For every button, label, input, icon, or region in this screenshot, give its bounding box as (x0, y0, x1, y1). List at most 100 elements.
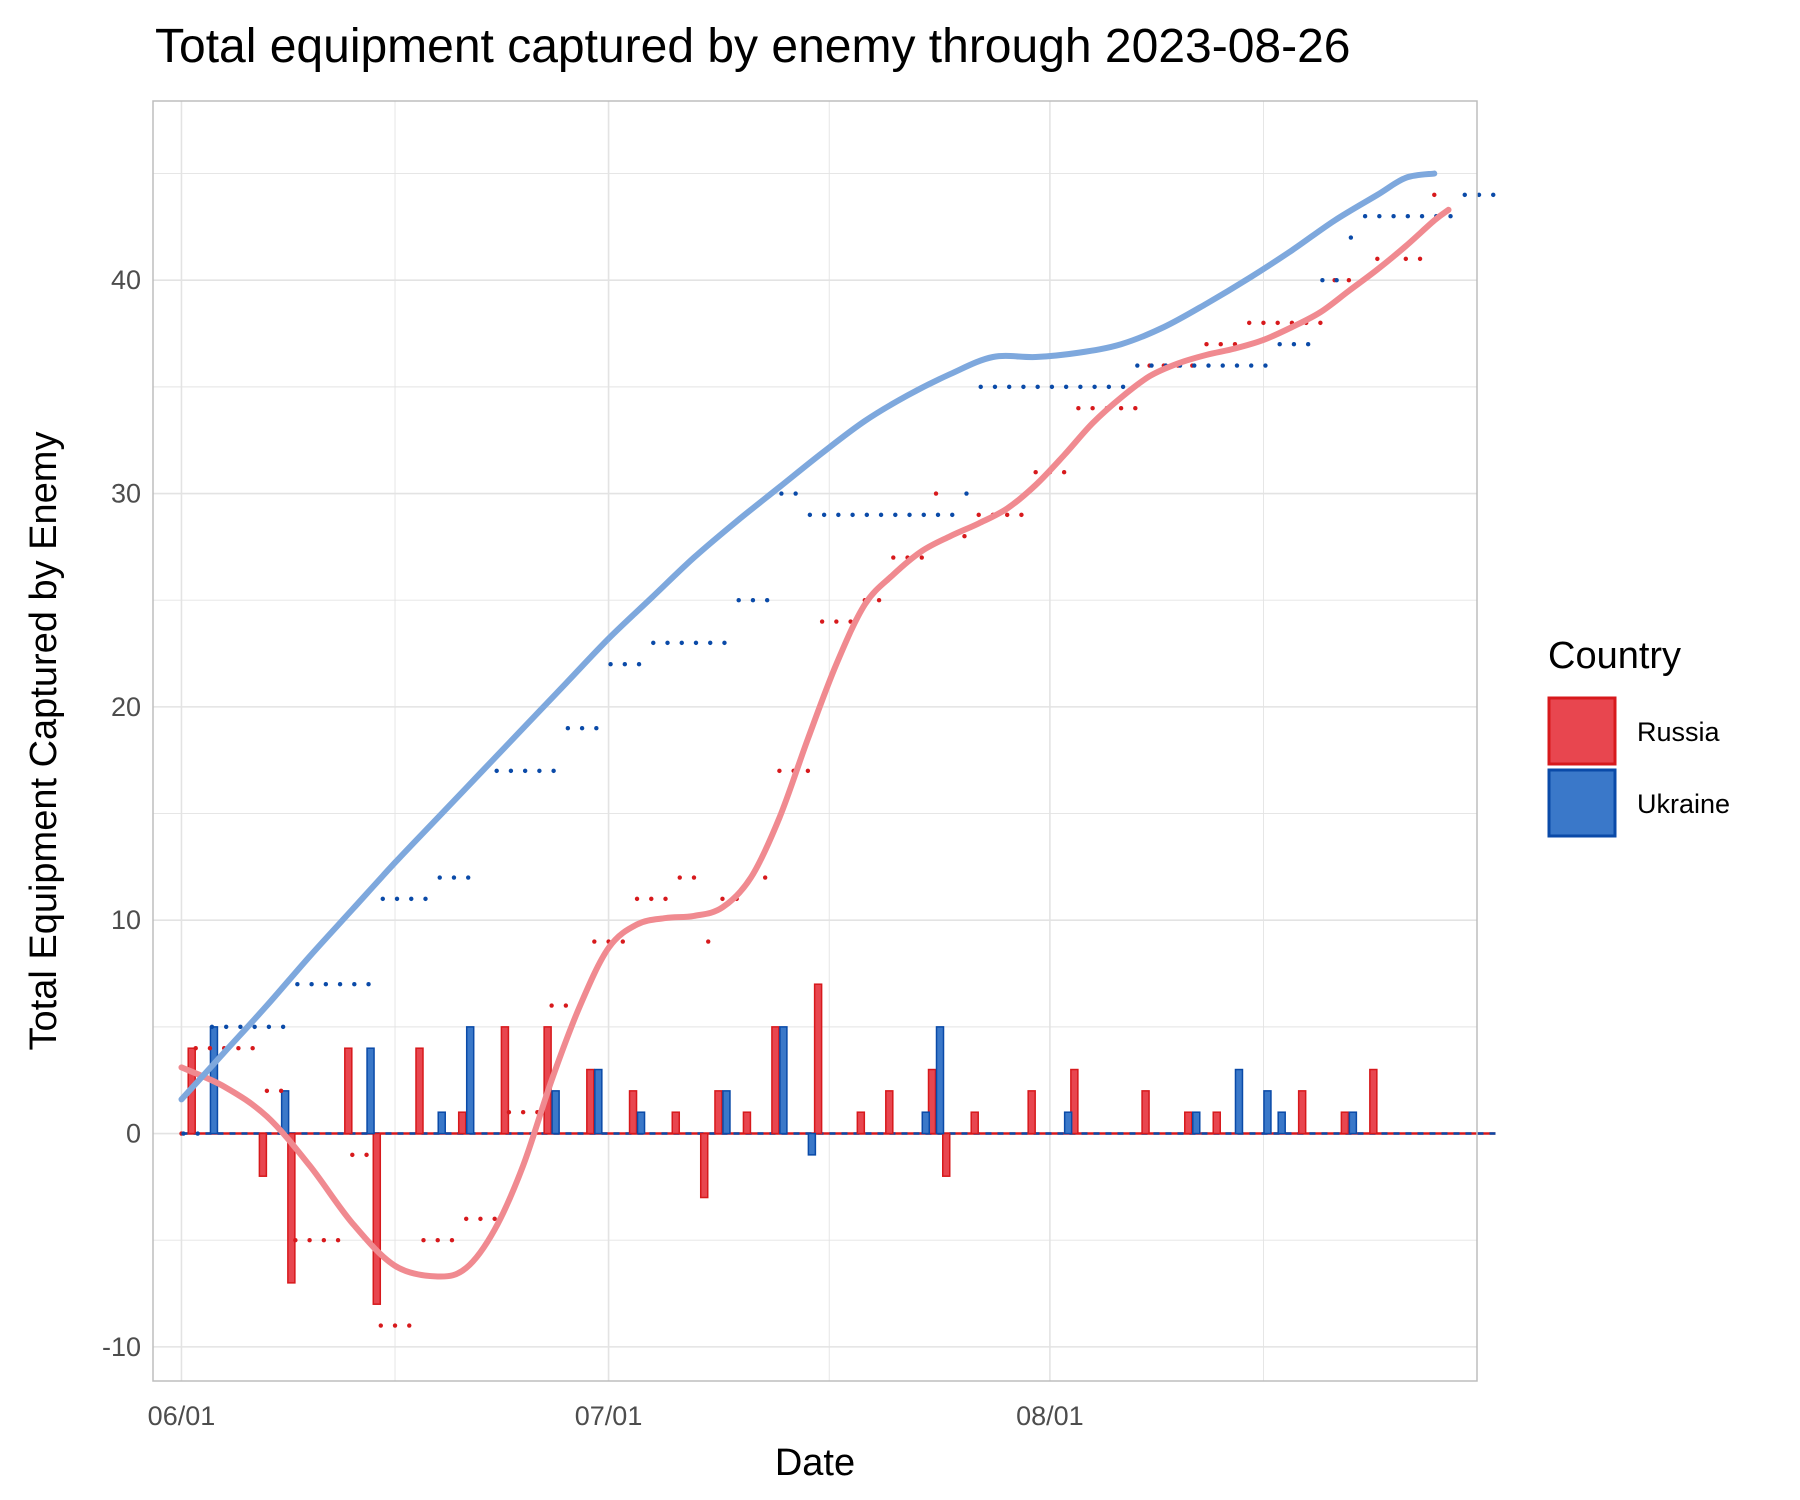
cumulative-point-ukraine (1206, 363, 1211, 368)
cumulative-point-ukraine (380, 896, 385, 902)
cumulative-point-russia (364, 1152, 369, 1158)
cumulative-point-ukraine (1192, 363, 1197, 368)
cumulative-point-ukraine (935, 512, 941, 518)
daily-bars (187, 983, 1378, 1305)
bar-russia (372, 1132, 382, 1305)
x-tick-label: 07/01 (575, 1401, 643, 1431)
bar-ukraine (594, 1068, 603, 1135)
bar-russia (941, 1132, 951, 1177)
cumulative-point-ukraine (309, 982, 314, 987)
bar-russia (258, 1132, 268, 1177)
bar-russia (586, 1068, 595, 1135)
bar-russia (287, 1132, 296, 1284)
cumulative-point-ukraine (181, 1131, 186, 1136)
x-axis-ticks: 06/01 07/01 08/01 (148, 1401, 1084, 1431)
cumulative-point-ukraine (1491, 192, 1496, 198)
cumulative-point-ukraine (594, 726, 599, 731)
bar-russia (1027, 1090, 1036, 1135)
cumulative-point-russia (435, 1238, 440, 1243)
cumulative-point-ukraine (565, 726, 571, 731)
cumulative-point-ukraine (337, 982, 343, 987)
cumulative-point-russia (1375, 256, 1380, 262)
bar-russia (813, 983, 823, 1135)
x-axis-title: Date (775, 1442, 855, 1484)
cumulative-point-russia (962, 534, 967, 539)
cumulative-point-russia (1261, 320, 1266, 326)
cumulative-point-russia (649, 896, 654, 902)
bar-ukraine (1192, 1111, 1201, 1135)
y-tick-label: 10 (111, 905, 141, 935)
cumulative-point-ukraine (466, 875, 471, 880)
cumulative-point-ukraine (736, 598, 741, 603)
cumulative-point-russia (691, 875, 697, 880)
cumulative-point-russia (293, 1238, 298, 1243)
cumulative-point-ukraine (209, 1024, 215, 1030)
legend: Country Russia Ukraine (1547, 635, 1730, 838)
cumulative-point-russia (677, 875, 682, 880)
cumulative-point-russia (264, 1088, 270, 1094)
legend-label-russia: Russia (1637, 717, 1721, 747)
cumulative-point-ukraine (679, 640, 684, 646)
cumulative-point-ukraine (238, 1024, 243, 1030)
bar-russia (1340, 1111, 1350, 1135)
bar-russia (457, 1111, 467, 1135)
cumulative-point-ukraine (636, 662, 642, 667)
cumulative-point-ukraine (1320, 278, 1325, 283)
cumulative-point-russia (207, 1046, 213, 1051)
cumulative-point-ukraine (1305, 342, 1311, 347)
cumulative-point-ukraine (1035, 384, 1040, 390)
cumulative-point-ukraine (779, 491, 784, 496)
cumulative-point-ukraine (1120, 384, 1126, 390)
bar-russia (856, 1111, 866, 1135)
cumulative-point-ukraine (1405, 214, 1411, 219)
y-axis-title: Total Equipment Captured by Enemy (23, 432, 65, 1051)
cumulative-point-ukraine (1391, 214, 1396, 219)
cumulative-point-ukraine (665, 640, 670, 646)
bar-ukraine (779, 1026, 788, 1135)
smooth-trend-lines (178, 170, 1452, 1280)
cumulative-point-ukraine (366, 982, 371, 987)
cumulative-point-ukraine (1362, 214, 1368, 219)
cumulative-point-russia (478, 1216, 483, 1222)
plot-panel (153, 101, 1477, 1381)
bar-ukraine (921, 1111, 931, 1135)
cumulative-point-russia (563, 1003, 569, 1008)
plot-border (152, 100, 1478, 1382)
cumulative-point-ukraine (1078, 384, 1083, 390)
cumulative-point-ukraine (195, 1131, 200, 1136)
cumulative-point-ukraine (451, 875, 457, 880)
bar-ukraine (1277, 1111, 1286, 1135)
cumulative-point-ukraine (1063, 384, 1069, 390)
y-tick-label: 20 (111, 692, 141, 722)
cumulative-point-ukraine (950, 512, 955, 518)
cumulative-point-ukraine (1348, 235, 1354, 240)
cumulative-point-ukraine (1462, 192, 1467, 198)
cumulative-point-ukraine (1277, 342, 1282, 347)
cumulative-point-russia (976, 512, 981, 518)
cumulative-point-ukraine (708, 640, 713, 646)
y-tick-label: 0 (126, 1119, 141, 1149)
cumulative-point-ukraine (750, 598, 756, 603)
cumulative-point-russia (321, 1238, 327, 1243)
cumulative-point-russia (464, 1216, 469, 1222)
cumulative-point-russia (421, 1238, 426, 1243)
cumulative-point-russia (236, 1046, 241, 1051)
cumulative-point-russia (1275, 320, 1280, 326)
cumulative-point-russia (805, 768, 811, 774)
cumulative-point-ukraine (1220, 363, 1225, 368)
cumulative-point-russia (876, 598, 882, 603)
bar-russia (1297, 1090, 1307, 1135)
cumulative-point-russia (307, 1238, 312, 1243)
cumulative-point-russia (777, 768, 782, 774)
cumulative-point-russia (834, 619, 839, 624)
cumulative-point-russia (634, 896, 640, 902)
cumulative-point-ukraine (394, 896, 400, 902)
cumulative-point-russia (1204, 342, 1209, 347)
cumulative-point-ukraine (1448, 214, 1453, 219)
bar-russia (1369, 1068, 1378, 1135)
cumulative-point-ukraine (579, 726, 585, 731)
cumulative-point-russia (335, 1238, 341, 1243)
cumulative-point-russia (449, 1238, 455, 1243)
cumulative-point-russia (1090, 406, 1095, 411)
